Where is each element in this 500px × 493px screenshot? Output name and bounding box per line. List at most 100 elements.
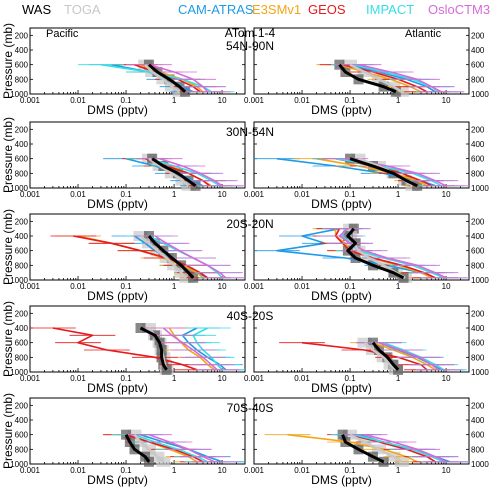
x-tick-label: 0.01 [70,374,86,383]
series-was [346,227,405,280]
series-was [124,434,151,463]
x-tick-label: 0.001 [20,190,41,199]
x-axis-label: DMS (pptv) [87,197,148,211]
x-tick-label: 10 [442,374,451,383]
y-tick-label: 600 [471,247,485,256]
y-axis-label: Pressure (mb) [1,301,15,377]
series-osloctm3 [378,341,440,371]
y-tick-label: 600 [471,61,485,70]
x-tick-label: 0.01 [294,190,310,199]
x-tick-label: 10 [218,282,227,291]
panel-pacific-3: 0.001 0.01 0.1 1 10 200 400 600 800 1000 DMS (pptv… [10,305,246,395]
y-tick-label: 1000 [471,90,489,99]
plot-frame [253,305,470,373]
series-toga [133,433,165,463]
series-was [151,157,197,188]
y-tick-label: 1000 [471,460,489,469]
x-tick-label: 10 [442,190,451,199]
panel-atlantic-0: 0.001 0.01 0.1 1 10 200 400 600 800 1000 DMS (pptv… [244,27,489,117]
y-tick-label: 1000 [471,368,489,377]
y-axis-label: Pressure (mb) [1,393,15,469]
plot-frame [253,213,470,281]
y-tick-label: 800 [471,445,485,454]
x-tick-label: 0.01 [70,96,86,105]
y-tick-label: 600 [471,431,485,440]
y-tick-label: 600 [15,155,29,164]
y-tick-label: 400 [471,324,485,333]
y-tick-label: 200 [15,309,29,318]
series-toga [363,341,397,371]
y-tick-label: 200 [471,217,485,226]
y-tick-label: 800 [15,445,29,454]
y-tick-label: 1000 [10,184,28,193]
x-axis-label: DMS (pptv) [87,289,148,303]
series-osloctm3 [159,157,223,187]
y-tick-label: 600 [15,431,29,440]
x-tick-label: 1 [396,466,401,475]
latitude-band-label: 40S-20S [227,309,274,323]
x-tick-label: 0.1 [120,374,132,383]
y-tick-label: 400 [471,416,485,425]
x-tick-label: 0.001 [20,96,41,105]
series-toga [144,63,181,93]
series-was [371,341,400,371]
y-tick-label: 1000 [10,460,28,469]
series-toga [139,235,188,279]
y-tick-label: 1000 [10,90,28,99]
x-tick-label: 10 [442,96,451,105]
y-tick-label: 600 [15,247,29,256]
x-tick-label: 0.001 [244,190,265,199]
x-tick-label: 0.1 [344,96,356,105]
y-tick-label: 200 [15,125,29,134]
series-was [139,326,168,371]
y-tick-label: 400 [471,140,485,149]
series-osloctm3 [154,235,227,279]
x-tick-label: 0.1 [344,466,356,475]
series-osloctm3 [338,228,447,279]
series-was [147,235,195,279]
y-tick-label: 1000 [10,368,28,377]
x-tick-label: 0.01 [294,282,310,291]
legend-entry: E3SMv1 [252,2,301,17]
x-axis-label: DMS (pptv) [87,381,148,395]
x-tick-label: 0.01 [70,190,86,199]
x-tick-label: 0.001 [20,374,41,383]
panel-atlantic-2: 0.001 0.01 0.1 1 10 200 400 600 800 1000 DMS (pptv… [244,213,489,303]
series-geos [334,228,436,279]
x-tick-label: 0.1 [120,96,132,105]
y-tick-label: 1000 [10,276,28,285]
x-tick-label: 0.01 [294,374,310,383]
series-osloctm3 [162,327,218,371]
x-axis-label: DMS (pptv) [311,197,372,211]
x-tick-label: 0.1 [120,190,132,199]
series-osloctm3 [148,63,209,93]
legend-entry: IMPACT [366,2,414,17]
plot-frame [29,397,246,465]
x-tick-label: 1 [172,190,177,199]
y-tick-label: 800 [471,169,485,178]
x-tick-label: 0.1 [344,374,356,383]
x-axis-label: DMS (pptv) [311,103,372,117]
y-tick-label: 200 [15,31,29,40]
y-tick-label: 800 [15,169,29,178]
x-tick-label: 0.1 [344,282,356,291]
x-axis-label: DMS (pptv) [87,103,148,117]
legend-entry: TOGA [64,2,101,17]
column-title-atlantic: Atlantic [405,28,442,40]
y-tick-label: 200 [471,401,485,410]
y-tick-label: 200 [471,309,485,318]
x-axis-label: DMS (pptv) [87,473,148,487]
series-was [341,434,385,464]
y-tick-label: 400 [15,46,29,55]
series-was [148,63,187,93]
panel-pacific-4: 0.001 0.01 0.1 1 10 200 400 600 800 1000 DMS (pptv… [10,397,246,487]
y-tick-label: 400 [15,140,29,149]
x-tick-label: 0.001 [20,282,41,291]
panel-atlantic-3: 0.001 0.01 0.1 1 10 200 400 600 800 1000 DMS (pptv… [244,305,489,395]
y-tick-label: 200 [15,401,29,410]
latitude-band-label: 20S-20N [226,217,273,231]
legend-entry: GEOS [308,2,346,17]
x-tick-label: 1 [172,374,177,383]
